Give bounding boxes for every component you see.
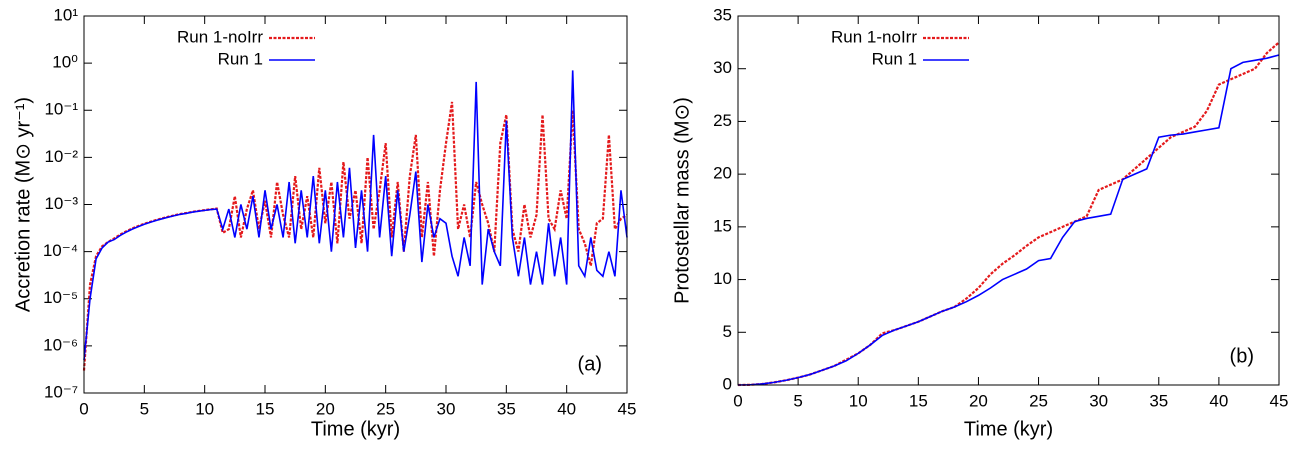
x-tick-label: 30 xyxy=(437,399,456,418)
x-tick-label: 30 xyxy=(1089,391,1108,410)
y-axis-label: Accretion rate (M⊙ yr⁻¹) xyxy=(12,97,34,312)
legend-label: Run 1 xyxy=(218,49,263,68)
x-tick-label: 15 xyxy=(256,399,275,418)
y-tick-label: 10⁻¹ xyxy=(44,100,78,119)
y-tick-label: 10⁻⁵ xyxy=(43,288,78,307)
x-tick-label: 25 xyxy=(1029,391,1048,410)
x-axis-label: Time (kyr) xyxy=(964,418,1053,440)
y-tick-label: 30 xyxy=(713,58,732,77)
x-tick-label: 0 xyxy=(79,399,88,418)
y-tick-label: 10¹ xyxy=(53,5,78,24)
x-tick-label: 0 xyxy=(733,391,742,410)
legend-label: Run 1-noIrr xyxy=(831,27,917,46)
x-tick-label: 10 xyxy=(849,391,868,410)
x-tick-label: 45 xyxy=(618,399,637,418)
panel-annotation: (b) xyxy=(1230,345,1254,367)
y-tick-label: 25 xyxy=(713,111,732,130)
y-tick-label: 10⁰ xyxy=(52,53,78,72)
x-tick-label: 35 xyxy=(1149,391,1168,410)
x-tick-label: 40 xyxy=(1209,391,1228,410)
y-tick-label: 10 xyxy=(713,269,732,288)
x-tick-label: 20 xyxy=(969,391,988,410)
legend-label: Run 1-noIrr xyxy=(177,27,263,46)
x-tick-label: 40 xyxy=(557,399,576,418)
series-line xyxy=(737,41,1280,387)
x-tick-label: 10 xyxy=(195,399,214,418)
x-tick-label: 45 xyxy=(1270,391,1289,410)
y-tick-label: 15 xyxy=(713,216,732,235)
x-axis-label: Time (kyr) xyxy=(311,418,400,440)
x-tick-label: 5 xyxy=(140,399,149,418)
series-line xyxy=(737,54,1280,386)
y-tick-label: 20 xyxy=(713,164,732,183)
y-tick-label: 10⁻² xyxy=(44,147,78,166)
plot-frame xyxy=(737,15,1280,386)
panel-annotation: (a) xyxy=(578,353,602,375)
x-tick-label: 25 xyxy=(376,399,395,418)
y-tick-label: 10⁻³ xyxy=(44,194,78,213)
y-tick-label: 10⁻⁶ xyxy=(43,335,78,354)
legend-label: Run 1 xyxy=(872,49,917,68)
x-tick-label: 15 xyxy=(909,391,928,410)
x-tick-label: 5 xyxy=(793,391,802,410)
y-tick-label: 10⁻⁴ xyxy=(43,241,78,260)
x-tick-label: 35 xyxy=(497,399,516,418)
y-axis-label: Protostellar mass (M⊙) xyxy=(671,97,693,304)
y-tick-label: 5 xyxy=(723,322,732,341)
y-tick-label: 35 xyxy=(713,5,732,24)
x-tick-label: 20 xyxy=(316,399,335,418)
plot-frame xyxy=(83,15,628,394)
series-line xyxy=(82,101,628,371)
series-line xyxy=(83,70,628,361)
y-tick-label: 10⁻⁷ xyxy=(44,382,78,401)
y-tick-label: 0 xyxy=(723,374,732,393)
